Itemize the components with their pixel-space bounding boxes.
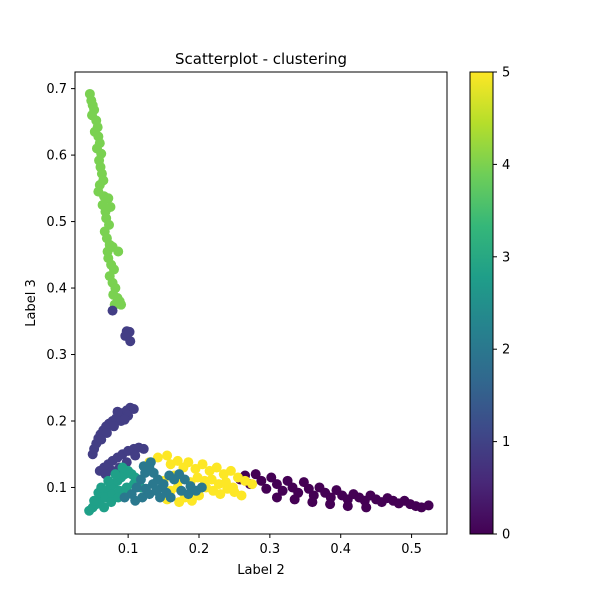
scatter-point-cluster-5 — [247, 479, 258, 490]
scatter-point-cluster-5 — [174, 497, 185, 508]
scatter-point-cluster-2 — [131, 482, 142, 493]
scatter-point-cluster-4 — [116, 299, 127, 310]
scatter-point-cluster-0 — [266, 472, 277, 483]
scatter-point-cluster-5 — [225, 465, 236, 476]
scatter-point-cluster-2 — [140, 483, 151, 494]
scatter-point-cluster-3 — [96, 482, 107, 493]
scatter-point-cluster-4 — [103, 193, 114, 204]
scatter-point-cluster-3 — [89, 495, 100, 506]
scatter-point-cluster-0 — [307, 497, 318, 508]
scatter-point-cluster-2 — [158, 479, 169, 490]
x-axis: 0.1 0.2 0.3 0.4 0.5 — [118, 534, 422, 557]
scatter-point-cluster-4 — [105, 201, 116, 212]
scatter-point-cluster-5 — [211, 462, 222, 473]
scatter-point-cluster-1 — [108, 421, 119, 432]
y-tick-label: 0.6 — [46, 149, 67, 164]
x-tick-label: 0.1 — [118, 542, 139, 557]
scatter-point-cluster-0 — [277, 485, 288, 496]
scatter-point-cluster-2 — [165, 492, 176, 503]
y-axis: 0.1 0.2 0.3 0.4 0.5 0.6 0.7 — [46, 82, 75, 496]
scatter-point-cluster-5 — [215, 489, 226, 500]
scatter-points — [84, 88, 434, 516]
scatter-point-cluster-3 — [103, 475, 114, 486]
scatter-point-cluster-4 — [113, 246, 124, 257]
scatter-point-cluster-1 — [107, 305, 118, 316]
scatter-point-cluster-1 — [112, 406, 123, 417]
scatter-point-cluster-5 — [190, 463, 201, 474]
y-axis-label: Label 3 — [24, 279, 39, 326]
colorbar-tick-label: 4 — [502, 158, 510, 173]
colorbar-tick-label: 3 — [502, 250, 510, 265]
scatter-point-cluster-0 — [289, 494, 300, 505]
scatter-point-cluster-1 — [128, 404, 139, 415]
y-tick-label: 0.1 — [46, 481, 67, 496]
y-tick-label: 0.5 — [46, 215, 67, 230]
scatter-point-cluster-1 — [125, 336, 136, 347]
colorbar-axis: 0 1 2 3 4 5 — [493, 66, 510, 543]
chart-title: Scatterplot - clustering — [175, 50, 347, 68]
y-tick-label: 0.3 — [46, 348, 67, 363]
y-tick-label: 0.4 — [46, 282, 67, 297]
scatter-point-cluster-5 — [183, 457, 194, 468]
scatter-point-cluster-5 — [152, 452, 163, 463]
scatter-point-cluster-2 — [164, 470, 175, 481]
scatter-point-cluster-2 — [147, 479, 158, 490]
scatter-point-cluster-5 — [236, 490, 247, 501]
scatter-point-cluster-0 — [261, 483, 272, 494]
scatter-point-cluster-1 — [138, 443, 149, 454]
scatter-point-cluster-2 — [196, 482, 207, 493]
plot-frame — [74, 71, 448, 535]
scatter-point-cluster-0 — [342, 501, 353, 512]
x-axis-label: Label 2 — [237, 563, 284, 578]
colorbar — [469, 71, 494, 535]
scatter-point-cluster-5 — [172, 455, 183, 466]
scatter-point-cluster-5 — [228, 482, 239, 493]
y-tick-label: 0.2 — [46, 414, 67, 429]
scatter-point-cluster-3 — [110, 469, 121, 480]
scatter-point-cluster-0 — [325, 499, 336, 510]
scatter-point-cluster-0 — [271, 479, 282, 490]
scatter-point-cluster-0 — [361, 502, 372, 513]
scatter-point-cluster-5 — [220, 477, 231, 488]
scatter-point-cluster-2 — [183, 489, 194, 500]
scatter-point-cluster-3 — [106, 497, 117, 508]
x-tick-label: 0.4 — [330, 542, 351, 557]
colorbar-tick-label: 1 — [502, 435, 510, 450]
scatter-point-cluster-1 — [119, 414, 130, 425]
colorbar-tick-label: 2 — [502, 343, 510, 358]
colorbar-tick-label: 0 — [502, 528, 510, 543]
scatter-point-cluster-5 — [206, 474, 217, 485]
scatter-point-cluster-0 — [250, 469, 261, 480]
scatter-point-cluster-5 — [197, 459, 208, 470]
y-tick-label: 0.7 — [46, 82, 67, 97]
scatter-point-cluster-0 — [423, 500, 434, 511]
scatter-point-cluster-2 — [145, 457, 156, 468]
colorbar-tick-label: 5 — [502, 66, 510, 81]
scatter-point-cluster-1 — [101, 427, 112, 438]
x-tick-label: 0.2 — [189, 542, 210, 557]
scatter-point-cluster-1 — [96, 434, 107, 445]
scatter-point-cluster-2 — [179, 474, 190, 485]
x-tick-label: 0.3 — [260, 542, 281, 557]
x-tick-label: 0.5 — [401, 542, 422, 557]
scatter-point-cluster-5 — [162, 450, 173, 461]
scatter-point-cluster-2 — [155, 492, 166, 503]
scatter-point-cluster-0 — [271, 492, 282, 503]
scatter-point-cluster-0 — [256, 475, 267, 486]
scatter-point-cluster-3 — [99, 502, 110, 513]
scatter-point-cluster-1 — [130, 450, 141, 461]
scatter-point-cluster-3 — [117, 462, 128, 473]
